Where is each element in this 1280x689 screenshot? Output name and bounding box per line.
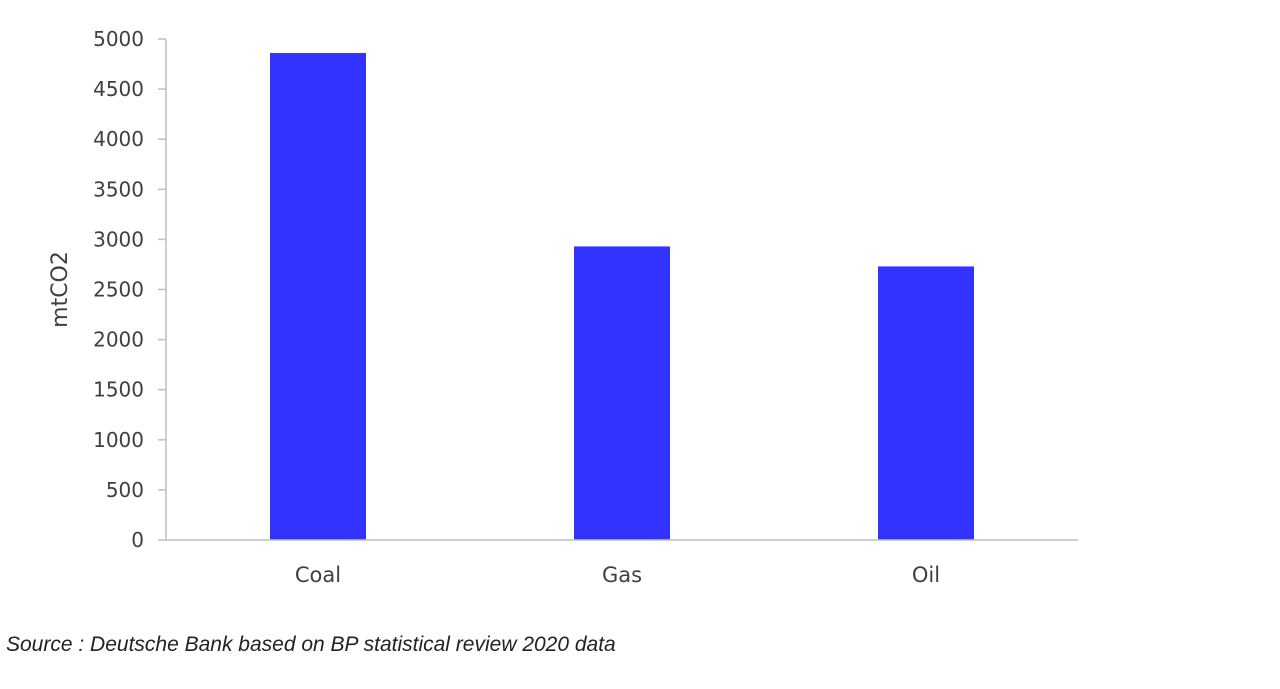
y-tick-label: 1000 bbox=[93, 428, 144, 452]
y-axis: 0 500 1000 1500 2000 2500 3000 3500 4000 4500 5000 bbox=[93, 27, 167, 552]
y-tick-label: 3500 bbox=[93, 177, 144, 201]
y-tick-label: 2500 bbox=[93, 278, 144, 302]
y-tick-label: 1500 bbox=[93, 378, 144, 402]
y-tick-label: 500 bbox=[106, 478, 144, 502]
x-category-label: Oil bbox=[912, 563, 940, 587]
y-tick-label: 3000 bbox=[93, 227, 144, 251]
x-category-label: Coal bbox=[295, 563, 341, 587]
y-axis-title: mtCO2 bbox=[48, 251, 73, 328]
y-tick-label: 5000 bbox=[93, 27, 144, 51]
y-tick-label: 2000 bbox=[93, 328, 144, 352]
bars bbox=[270, 53, 974, 540]
x-category-label: Gas bbox=[602, 563, 642, 587]
source-note: Source : Deutsche Bank based on BP stati… bbox=[6, 633, 616, 656]
y-tick-label: 0 bbox=[131, 528, 144, 552]
y-tick-label: 4500 bbox=[93, 77, 144, 101]
bar-coal bbox=[270, 53, 366, 540]
y-tick-label: 4000 bbox=[93, 127, 144, 151]
x-axis: Coal Gas Oil bbox=[166, 539, 1078, 587]
bar-gas bbox=[574, 246, 670, 540]
bar-oil bbox=[878, 266, 974, 540]
bar-chart: mtCO2 0 500 1000 1500 2000 2500 3000 3500 4000 45… bbox=[48, 27, 1078, 587]
